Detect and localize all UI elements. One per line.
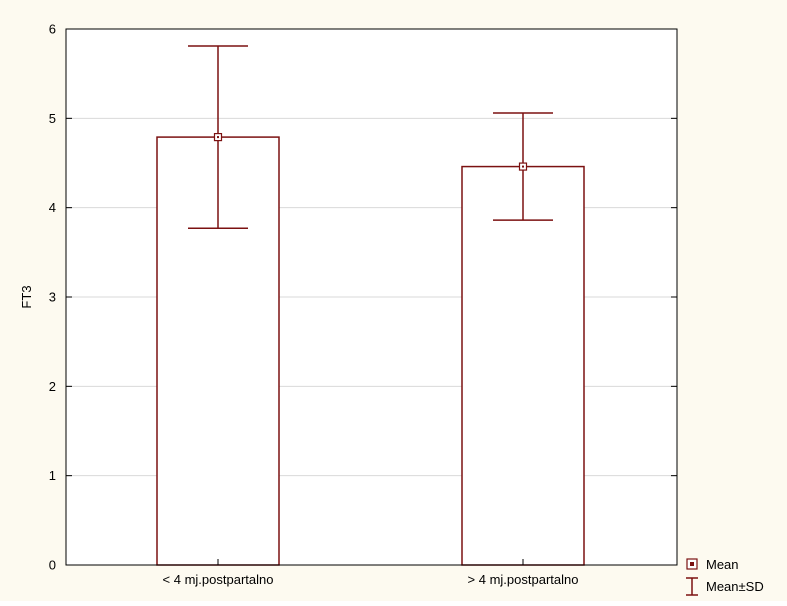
legend-item-mean: Mean	[686, 557, 739, 572]
y-tick-label: 2	[49, 379, 56, 394]
axis-ticks: 0 1 2 3 4 5 6 < 4 mj.postpartalno > 4 mj.postpar…	[49, 22, 677, 587]
mean-marker-dot	[522, 165, 524, 168]
mean-marker-dot	[217, 136, 219, 139]
y-tick-label: 5	[49, 111, 56, 126]
y-tick-label: 6	[49, 22, 56, 37]
x-tick-label: > 4 mj.postpartalno	[468, 572, 579, 587]
bars	[156, 136, 585, 566]
y-tick-label: 3	[49, 290, 56, 305]
square-dot-marker-icon-center	[690, 562, 694, 566]
y-tick-label: 0	[49, 558, 56, 573]
bar	[461, 165, 585, 566]
error-bars	[188, 45, 553, 229]
error-bar	[493, 112, 553, 221]
legend-label: Mean±SD	[706, 579, 764, 594]
y-tick-label: 1	[49, 468, 56, 483]
y-axis-label: FT3	[19, 285, 34, 308]
legend-label: Mean	[706, 557, 739, 572]
legend: Mean Mean±SD	[686, 557, 764, 596]
x-tick-label: < 4 mj.postpartalno	[163, 572, 274, 587]
y-tick-label: 4	[49, 200, 56, 215]
error-bar	[188, 45, 248, 229]
legend-item-sd: Mean±SD	[686, 577, 764, 596]
